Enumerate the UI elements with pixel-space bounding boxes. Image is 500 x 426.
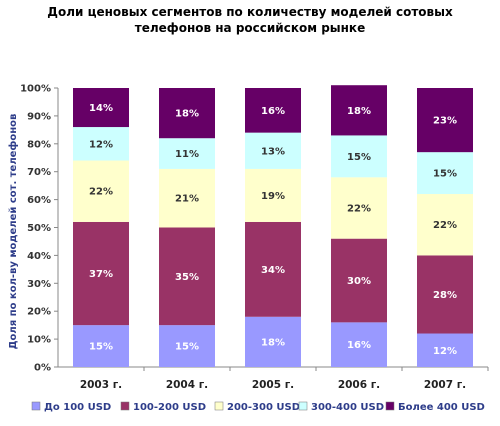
bar-data-label: 22% [89, 187, 113, 198]
y-tick-label: 10% [27, 335, 51, 346]
bar-segment [331, 322, 387, 367]
y-tick-label: 70% [27, 167, 51, 178]
y-tick-label: 20% [27, 307, 51, 318]
bar-data-label: 34% [261, 265, 285, 276]
bar-segment [417, 152, 473, 195]
bar-data-label: 16% [261, 106, 285, 117]
bar-segment [73, 127, 129, 161]
y-tick-label: 50% [27, 223, 51, 234]
bar-data-label: 11% [175, 149, 199, 160]
bar-segment [331, 135, 387, 178]
bar-segment [417, 88, 473, 153]
legend-label: 300-400 USD [311, 402, 384, 413]
bar-segment [73, 160, 129, 222]
y-tick-label: 0% [34, 363, 51, 374]
y-tick-label: 60% [27, 195, 51, 206]
x-tick-label: 2004 г. [166, 379, 208, 391]
bar-segment [331, 85, 387, 136]
bar-segment [417, 255, 473, 334]
bar-data-label: 23% [433, 116, 457, 127]
x-tick-label: 2006 г. [338, 379, 380, 391]
bar-segment [159, 325, 215, 367]
legend-swatch [385, 401, 395, 411]
bar-segment [331, 238, 387, 323]
y-tick-label: 80% [27, 139, 51, 150]
bar-data-label: 18% [347, 106, 371, 117]
bar-segment [245, 221, 301, 317]
bar-data-label: 15% [175, 342, 199, 353]
bar-segment [159, 227, 215, 326]
y-tick-label: 100% [20, 84, 51, 95]
bar-data-label: 15% [89, 342, 113, 353]
legend-label: 100-200 USD [133, 402, 206, 413]
bar-data-label: 15% [347, 152, 371, 163]
y-tick-label: 30% [27, 279, 51, 290]
bar-data-label: 19% [261, 191, 285, 202]
bar-segment [417, 194, 473, 256]
bar-segment [245, 132, 301, 169]
bar-segment [73, 221, 129, 326]
bar-segment [245, 88, 301, 133]
legend-swatch [120, 401, 130, 411]
bar-segment [73, 88, 129, 128]
bar-data-label: 15% [433, 169, 457, 180]
bar-data-label: 12% [89, 139, 113, 150]
x-tick-label: 2005 г. [252, 379, 294, 391]
legend-swatch [214, 401, 224, 411]
y-tick-label: 40% [27, 251, 51, 262]
bar-data-label: 18% [261, 337, 285, 348]
legend-label: До 100 USD [44, 402, 111, 413]
chart-title: Доли ценовых сегментов по количеству мод… [47, 5, 453, 35]
bar-segment [73, 325, 129, 367]
bar-data-label: 37% [89, 269, 113, 280]
bar-data-label: 18% [175, 109, 199, 120]
bar-segment [159, 88, 215, 139]
legend-swatch [298, 401, 308, 411]
legend-label: Более 400 USD [398, 402, 485, 413]
bar-data-label: 12% [433, 346, 457, 357]
bar-data-label: 14% [89, 103, 113, 114]
bar-data-label: 21% [175, 194, 199, 205]
bar-segment [159, 138, 215, 169]
bar-data-label: 22% [433, 220, 457, 231]
legend-label: 200-300 USD [227, 402, 300, 413]
bar-segment [245, 168, 301, 222]
bar-data-label: 28% [433, 290, 457, 301]
bar-data-label: 35% [175, 272, 199, 283]
bar-segment [245, 316, 301, 367]
x-tick-label: 2007 г. [424, 379, 466, 391]
bar-data-label: 30% [347, 276, 371, 287]
bar-segment [159, 168, 215, 228]
bar-segment [417, 333, 473, 367]
legend-swatch [31, 401, 41, 411]
bar-data-label: 13% [261, 146, 285, 157]
x-tick-label: 2003 г. [80, 379, 122, 391]
y-tick-label: 90% [27, 111, 51, 122]
y-axis-title: Доля по кол-ву моделей сот. телефонов [7, 114, 19, 350]
bar-data-label: 16% [347, 340, 371, 351]
bar-data-label: 22% [347, 203, 371, 214]
bar-segment [331, 177, 387, 239]
